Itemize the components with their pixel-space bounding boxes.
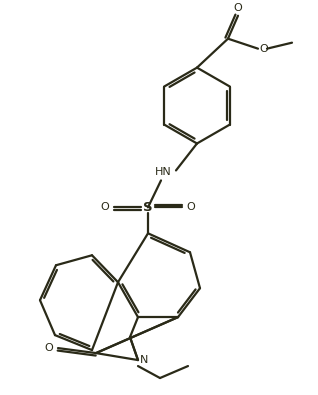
Text: HN: HN bbox=[155, 167, 171, 177]
Text: O: O bbox=[100, 202, 109, 213]
Text: O: O bbox=[187, 202, 195, 213]
Text: O: O bbox=[234, 3, 242, 13]
Text: S: S bbox=[143, 201, 153, 214]
Text: O: O bbox=[44, 343, 53, 353]
Text: O: O bbox=[259, 44, 268, 54]
Text: N: N bbox=[140, 355, 149, 365]
